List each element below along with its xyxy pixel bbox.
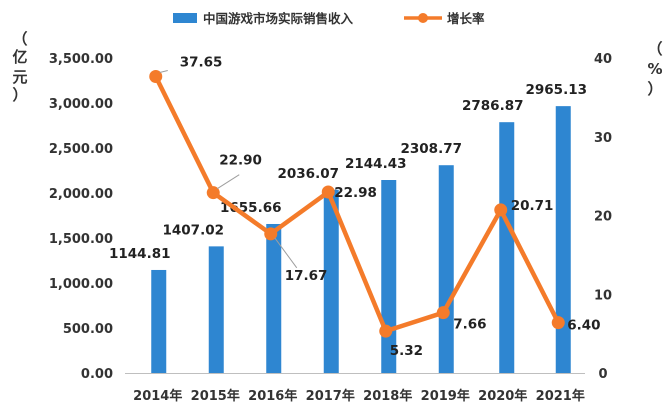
left-tick-label: 500.00 bbox=[63, 322, 113, 337]
right-tick-label: 20 bbox=[594, 210, 612, 225]
bar-value-label: 1407.02 bbox=[163, 222, 225, 238]
bar-value-label: 2036.07 bbox=[278, 166, 340, 182]
left-axis-unit: （ 亿 元 ） bbox=[12, 30, 27, 104]
bar bbox=[151, 269, 167, 373]
right-tick-label: 10 bbox=[594, 288, 612, 303]
bar bbox=[499, 122, 515, 373]
x-axis-ticks: 2014年 2015年 2016年 2017年 2018年 2019年 2020年 2021年 bbox=[133, 388, 585, 404]
line-value-label: 37.65 bbox=[180, 55, 223, 71]
left-tick-label: 1,000.00 bbox=[49, 277, 113, 292]
left-tick-label: 0.00 bbox=[81, 367, 113, 382]
right-axis-unit-part: ） bbox=[647, 80, 662, 98]
line-point bbox=[206, 186, 220, 200]
bar-labels: 1144.81 1407.02 1655.66 2036.07 2144.432308.… bbox=[109, 82, 587, 262]
line-point bbox=[149, 70, 163, 84]
bar bbox=[266, 223, 282, 373]
right-tick-label: 40 bbox=[594, 52, 612, 67]
bar-value-label: 2144.43 bbox=[345, 156, 407, 172]
line-point bbox=[264, 227, 278, 241]
right-axis-ticks: 0 10 20 30 40 bbox=[594, 52, 612, 382]
line-value-label: 17.67 bbox=[285, 268, 328, 284]
left-axis-unit-part: 亿 bbox=[12, 48, 27, 66]
x-tick-label: 2015年 bbox=[191, 388, 240, 404]
left-axis-ticks: 0.00 500.00 1,000.00 1,500.00 2,000.00 2,500.… bbox=[49, 52, 113, 382]
line-value-label: 22.98 bbox=[334, 185, 377, 201]
right-axis-unit-part: （ bbox=[647, 40, 662, 58]
right-tick-label: 30 bbox=[594, 131, 612, 146]
x-tick-label: 2020年 bbox=[478, 388, 527, 404]
line-value-label: 22.90 bbox=[219, 153, 262, 169]
bar-series bbox=[151, 106, 571, 373]
bar bbox=[438, 165, 454, 373]
line-point bbox=[494, 203, 508, 217]
line-point bbox=[551, 316, 565, 330]
x-tick-label: 2018年 bbox=[363, 388, 412, 404]
line-point bbox=[321, 185, 335, 199]
left-tick-label: 3,500.00 bbox=[49, 52, 113, 67]
bar bbox=[208, 246, 224, 373]
line-value-label: 5.32 bbox=[390, 343, 423, 359]
line-series bbox=[149, 70, 565, 338]
x-tick-label: 2016年 bbox=[248, 388, 297, 404]
legend-line-marker bbox=[418, 13, 428, 23]
left-tick-label: 1,500.00 bbox=[49, 232, 113, 247]
x-tick-label: 2019年 bbox=[421, 388, 470, 404]
line-label-leader bbox=[216, 174, 240, 190]
line-point bbox=[436, 306, 450, 320]
line-value-label: 7.66 bbox=[453, 317, 486, 333]
left-tick-label: 3,000.00 bbox=[49, 97, 113, 112]
legend: 中国游戏市场实际销售收入 增长率 bbox=[173, 11, 485, 26]
left-tick-label: 2,000.00 bbox=[49, 187, 113, 202]
bar bbox=[323, 189, 339, 373]
left-axis-unit-part: （ bbox=[12, 30, 27, 48]
bar-value-label: 2786.87 bbox=[462, 98, 524, 114]
line-value-label: 20.71 bbox=[511, 198, 554, 214]
x-tick-label: 2017年 bbox=[306, 388, 355, 404]
legend-bar-label: 中国游戏市场实际销售收入 bbox=[203, 11, 354, 26]
right-axis-unit-part: % bbox=[647, 60, 662, 78]
right-axis-unit: （ % ） bbox=[647, 40, 662, 98]
line-label-leader bbox=[159, 70, 168, 73]
growth-rate-line bbox=[153, 75, 561, 334]
line-value-label: 6.40 bbox=[567, 318, 600, 334]
bar-value-label: 2308.77 bbox=[401, 141, 463, 157]
left-tick-label: 2,500.00 bbox=[49, 142, 113, 157]
left-axis-unit-part: 元 bbox=[12, 68, 27, 86]
bar-value-label: 1655.66 bbox=[220, 200, 282, 216]
right-tick-label: 0 bbox=[598, 367, 607, 382]
line-point bbox=[379, 324, 393, 338]
line-label-leader bbox=[274, 237, 298, 269]
left-axis-unit-part: ） bbox=[12, 86, 27, 104]
x-tick-label: 2014年 bbox=[133, 388, 182, 404]
bar-value-label: 2965.13 bbox=[526, 82, 588, 98]
legend-bar-swatch bbox=[173, 13, 197, 23]
x-tick-label: 2021年 bbox=[536, 388, 585, 404]
bar bbox=[555, 106, 571, 373]
bar-value-label: 1144.81 bbox=[109, 246, 171, 262]
line-labels: 37.65 22.90 17.67 22.98 5.32 7.66 20.71 6.40 bbox=[159, 55, 601, 359]
legend-line-label: 增长率 bbox=[447, 11, 485, 26]
